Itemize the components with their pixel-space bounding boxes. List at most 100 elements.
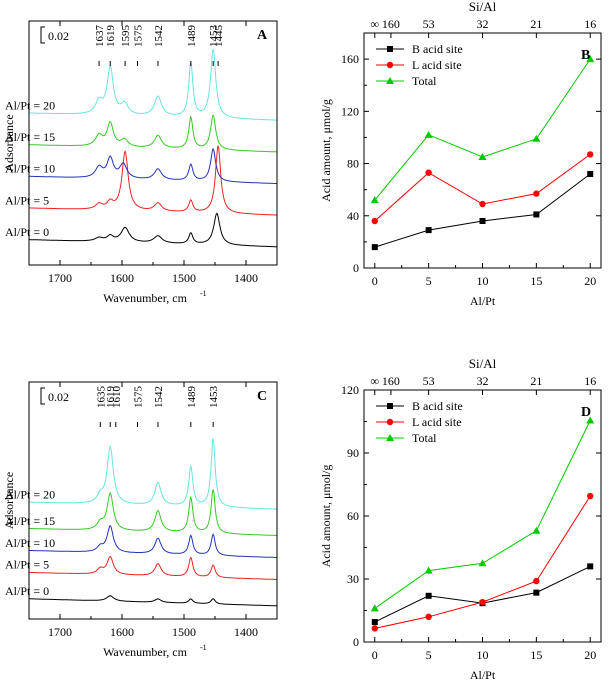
legend-marker (386, 434, 394, 441)
x-tick-label: 15 (530, 274, 542, 288)
peak-label: 1635 (95, 386, 107, 409)
peak-label: 1489 (186, 25, 198, 48)
data-point-triangle (532, 134, 541, 142)
legend-label: L acid site (412, 415, 462, 429)
scale-bar (40, 387, 45, 405)
peak-label: 1575 (133, 386, 145, 409)
data-point-square (425, 592, 432, 599)
data-point-triangle (532, 526, 541, 534)
x-tick-label: 10 (477, 274, 489, 288)
x-tick-label: 1700 (48, 271, 72, 285)
data-point-circle (425, 169, 432, 176)
data-point-square (371, 619, 378, 626)
top-tick-label: ∞ (370, 374, 379, 388)
series-line-1 (374, 153, 591, 222)
top-tick-label: 160 (382, 374, 400, 388)
panel-A: Al/Pt = 0 Al/Pt = 5 Al/Pt = 10 Al/Pt = 15 Al… (2, 20, 278, 305)
x-axis-title: Al/Pt (470, 294, 496, 308)
top-tick-label: 32 (477, 17, 489, 31)
spectrum-line-4 (29, 48, 277, 121)
spectrum-line-2 (29, 147, 277, 184)
top-tick-label: 16 (584, 17, 596, 31)
x-tick-label: 5 (426, 648, 432, 662)
x-axis-title-superscript: -1 (200, 289, 207, 298)
x-tick-label: 0 (372, 274, 378, 288)
data-point-triangle (424, 130, 433, 138)
spectrum-line-0 (29, 212, 278, 248)
top-tick-label: 53 (423, 374, 435, 388)
data-point-square (533, 211, 540, 218)
x-axis-title-superscript: -1 (200, 643, 207, 652)
y-tick-label: 0 (353, 261, 359, 275)
spectrum-label-0: Al/Pt = 0 (5, 225, 49, 239)
data-point-circle (371, 625, 378, 632)
x-tick-label: 5 (426, 274, 432, 288)
legend-label: Total (412, 431, 437, 445)
spectrum-line-4 (29, 438, 277, 510)
peak-label: 1619 (105, 386, 117, 409)
spectrum-line-1 (29, 555, 277, 580)
y-axis-title: Adsorbance (2, 472, 16, 529)
x-tick-label: 1500 (172, 271, 196, 285)
peak-label: 1542 (153, 25, 165, 47)
scale-bar-label: 0.02 (48, 390, 69, 404)
data-point-square (425, 227, 432, 234)
data-point-triangle (478, 559, 487, 567)
legend-marker (386, 418, 394, 426)
series-line-2 (374, 420, 591, 609)
x-axis-title: Wavenumber, cm (103, 645, 188, 659)
y-axis-title: Acid amount, μmol/g (319, 99, 333, 202)
top-axis-title: Si/Al (469, 356, 497, 371)
plot-frame (363, 32, 602, 269)
spectrum-line-3 (29, 489, 277, 536)
data-point-circle (587, 151, 594, 158)
spectrum-label-2: Al/Pt = 10 (5, 536, 55, 550)
series-line-2 (374, 58, 591, 201)
top-axis-title: Si/Al (469, 0, 497, 14)
peak-label: 1453 (208, 25, 220, 48)
legend-marker (386, 77, 394, 84)
y-axis-title: Adsorbance (2, 114, 16, 171)
scale-bar (40, 26, 45, 44)
legend-marker (387, 403, 393, 409)
data-point-triangle (478, 153, 487, 161)
top-tick-label: 21 (530, 17, 542, 31)
top-tick-label: 53 (423, 17, 435, 31)
data-point-square (587, 171, 594, 177)
legend-marker (386, 61, 394, 69)
peak-label: 1637 (94, 25, 106, 48)
x-tick-label: 15 (530, 648, 542, 662)
legend-marker (387, 46, 393, 52)
x-tick-label: 1600 (110, 271, 134, 285)
data-point-triangle (586, 55, 595, 63)
peak-label: 1595 (120, 25, 132, 48)
y-tick-label: 120 (341, 383, 359, 397)
x-tick-label: 1400 (234, 271, 258, 285)
y-tick-label: 0 (353, 635, 359, 649)
x-tick-label: 1400 (234, 625, 258, 639)
y-axis-title: Acid amount, μmol/g (319, 465, 333, 568)
data-point-triangle (370, 196, 379, 204)
data-point-circle (533, 190, 540, 197)
spectrum-label-2: Al/Pt = 10 (5, 162, 55, 176)
x-tick-label: 0 (372, 648, 378, 662)
y-tick-label: 60 (347, 509, 359, 523)
spectrum-label-1: Al/Pt = 5 (5, 193, 49, 207)
y-tick-label: 90 (347, 446, 359, 460)
peak-label: 1619 (105, 25, 117, 48)
scale-bar-label: 0.02 (48, 29, 69, 43)
data-point-circle (371, 217, 378, 225)
data-point-triangle (586, 416, 595, 424)
top-tick-label: 32 (477, 374, 489, 388)
spectrum-label-3: Al/Pt = 15 (5, 130, 55, 144)
data-point-triangle (424, 566, 433, 574)
top-tick-label: 160 (382, 17, 400, 31)
y-tick-label: 40 (347, 209, 359, 223)
spectrum-line-3 (29, 114, 277, 153)
top-tick-label: 16 (584, 374, 596, 388)
peak-label: 1489 (186, 386, 198, 409)
data-point-square (479, 218, 486, 224)
x-tick-label: 1600 (110, 625, 134, 639)
spectrum-label-4: Al/Pt = 20 (5, 488, 55, 502)
